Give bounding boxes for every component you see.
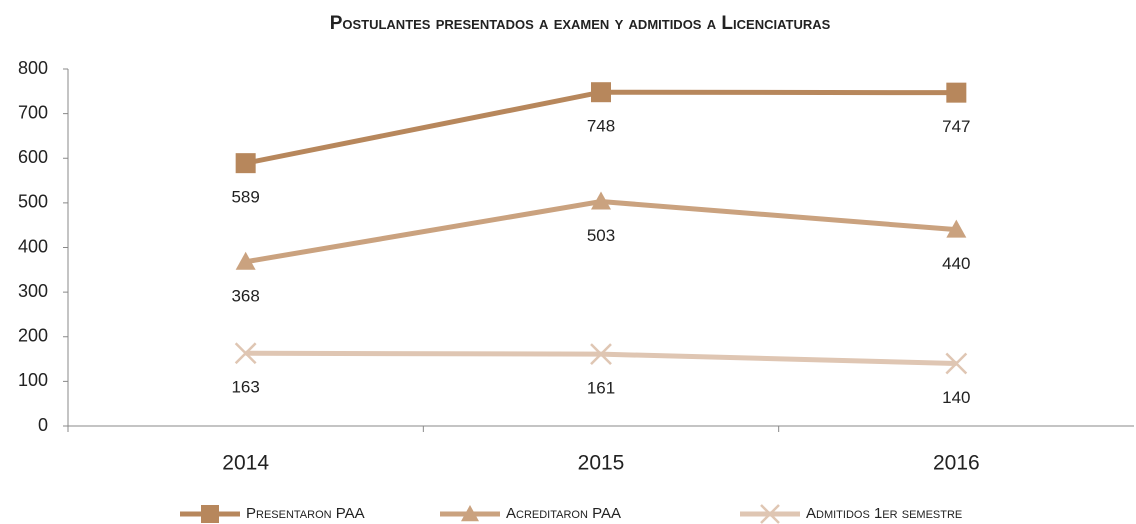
y-tick-label: 800 xyxy=(18,58,48,78)
marker xyxy=(201,505,219,523)
marker xyxy=(946,82,967,103)
data-label: 747 xyxy=(942,117,970,136)
y-tick-label: 400 xyxy=(18,236,48,256)
x-tick-label: 2015 xyxy=(578,452,625,475)
y-tick-label: 0 xyxy=(38,415,48,435)
data-label: 589 xyxy=(231,188,259,207)
y-tick-label: 700 xyxy=(18,102,48,122)
legend-label: Presentaron PAA xyxy=(246,505,365,522)
x-tick-label: 2016 xyxy=(933,452,980,475)
data-label: 140 xyxy=(942,388,970,407)
data-label: 163 xyxy=(231,378,259,397)
x-tick-label: 2014 xyxy=(222,452,269,475)
chart-title: Postulantes presentados a examen y admit… xyxy=(330,13,831,34)
marker xyxy=(945,352,968,375)
data-label: 161 xyxy=(587,379,615,398)
marker xyxy=(946,219,967,238)
y-tick-label: 200 xyxy=(18,326,48,346)
marker xyxy=(235,251,256,270)
marker xyxy=(590,343,612,366)
y-tick-label: 300 xyxy=(18,281,48,301)
legend-label: Admitidos 1er semestre xyxy=(806,505,962,522)
marker xyxy=(760,504,780,524)
data-label: 368 xyxy=(231,286,259,305)
marker xyxy=(234,342,257,365)
y-tick-label: 100 xyxy=(18,370,48,390)
marker xyxy=(591,82,611,103)
y-tick-label: 500 xyxy=(18,192,48,212)
marker xyxy=(591,191,611,210)
marker xyxy=(461,505,479,522)
data-label: 440 xyxy=(942,254,970,273)
data-label: 503 xyxy=(587,226,615,245)
data-label: 748 xyxy=(587,117,615,136)
marker xyxy=(235,153,256,174)
y-tick-label: 600 xyxy=(18,147,48,167)
legend-label: Acreditaron PAA xyxy=(506,505,621,522)
